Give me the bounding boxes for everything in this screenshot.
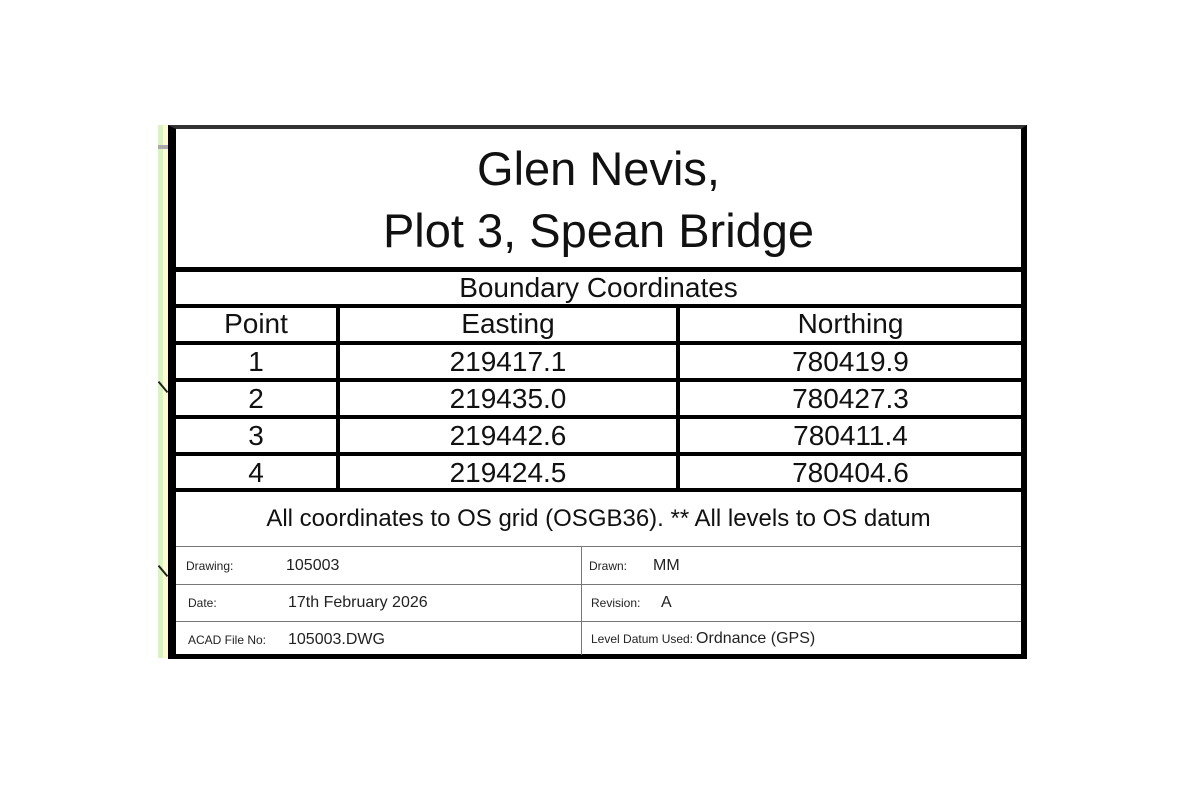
revision-label: Revision: xyxy=(591,596,641,610)
northing-cell: 780419.9 xyxy=(792,346,909,377)
easting-cell: 219435.0 xyxy=(449,383,567,414)
drawn-label: Drawn: xyxy=(589,559,628,573)
divider xyxy=(176,378,1021,382)
column-header-easting: Easting xyxy=(461,308,555,339)
northing-cell: 780411.4 xyxy=(793,420,908,451)
divider xyxy=(176,621,1021,622)
easting-cell: 219417.1 xyxy=(449,346,567,377)
column-header-northing: Northing xyxy=(797,308,904,339)
column-divider xyxy=(336,306,340,490)
revision-field: Revision: A xyxy=(591,594,672,612)
revision-value: A xyxy=(661,594,672,611)
divider xyxy=(176,267,1021,272)
datum-note: All coordinates to OS grid (OSGB36). ** … xyxy=(266,505,931,532)
point-cell: 2 xyxy=(248,383,264,414)
date-label: Date: xyxy=(188,596,217,610)
plot-title: Glen Nevis, Plot 3, Spean Bridge xyxy=(176,138,1021,262)
divider xyxy=(176,452,1021,456)
title-line-2: Plot 3, Spean Bridge xyxy=(382,204,815,257)
title-line-1: Glen Nevis, xyxy=(477,142,720,195)
point-cell: 1 xyxy=(248,346,264,377)
drawing-label: Drawing: xyxy=(186,559,234,573)
divider xyxy=(176,488,1021,492)
drawing-value: 105003 xyxy=(286,557,340,574)
date-field: Date: 17th February 2026 xyxy=(188,594,428,612)
acad-file-field: ACAD File No: 105003.DWG xyxy=(188,631,385,649)
divider xyxy=(176,304,1021,308)
divider xyxy=(176,341,1021,345)
point-cell: 4 xyxy=(248,456,264,488)
divider xyxy=(176,415,1021,419)
divider xyxy=(176,584,1021,585)
date-value: 17th February 2026 xyxy=(288,594,428,611)
coordinates-sheet xyxy=(168,125,1027,659)
easting-cell: 219442.6 xyxy=(449,420,567,451)
northing-cell: 780427.3 xyxy=(792,383,909,414)
divider xyxy=(176,546,1021,547)
drawn-field: Drawn: MM xyxy=(589,557,680,575)
level-datum-value: Ordnance (GPS) xyxy=(696,630,816,647)
acad-file-label: ACAD File No: xyxy=(188,633,267,647)
drawn-value: MM xyxy=(653,557,680,574)
column-divider xyxy=(676,306,680,490)
map-edge-mark xyxy=(158,145,168,149)
table-heading: Boundary Coordinates xyxy=(459,271,738,303)
drawing-field: Drawing: 105003 xyxy=(186,557,339,575)
level-datum-field: Level Datum Used: Ordnance (GPS) xyxy=(591,630,815,648)
column-header-point: Point xyxy=(224,308,288,339)
point-cell: 3 xyxy=(248,420,264,451)
level-datum-label: Level Datum Used: xyxy=(591,632,694,646)
column-divider xyxy=(581,547,582,655)
acad-file-value: 105003.DWG xyxy=(288,631,385,648)
map-edge-green xyxy=(158,125,163,658)
northing-cell: 780404.6 xyxy=(792,456,909,488)
easting-cell: 219424.5 xyxy=(449,456,567,488)
